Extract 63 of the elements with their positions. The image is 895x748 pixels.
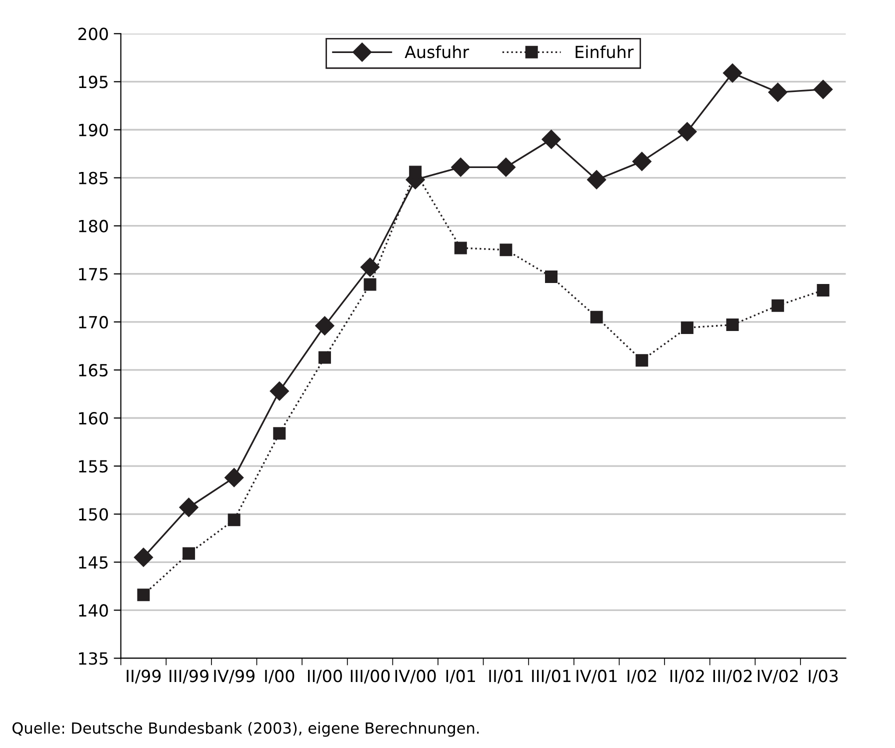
y-tick-label: 135 [79,652,108,665]
point [545,270,558,284]
y-tick-label: 180 [79,220,108,232]
legend-label: Einfuhr [576,45,634,58]
point [678,122,697,142]
point [273,427,286,440]
x-tick-label: IV/00 [395,670,436,684]
point [315,316,334,336]
y-tick-label: 140 [79,604,108,617]
point [500,244,512,256]
x-tick-label: II/99 [126,670,161,684]
x-tick-label: I/03 [808,670,838,684]
point [360,258,380,277]
point [451,158,470,177]
point [496,158,516,177]
source-note: Quelle: Deutsche Bundesbank (2003), eigene Berechnungen. [12,722,479,737]
y-tick-label: 190 [79,124,108,136]
point [680,321,694,334]
x-tick-label: I/01 [446,670,475,684]
point [454,242,467,254]
x-tick-label: IV/02 [758,670,798,684]
y-tick-label: 185 [79,172,108,184]
point [318,351,331,364]
point [364,278,376,291]
x-tick-label: I/02 [628,670,656,684]
point [587,170,606,190]
point [772,299,784,312]
y-tick-label: 195 [79,76,108,88]
point [590,310,603,324]
x-tick-label: III/00 [350,670,390,684]
x-tick-label: III/02 [713,670,752,684]
y-tick-label: 200 [78,28,108,40]
point [179,498,198,517]
point [228,514,240,526]
x-tick-label: II/01 [489,670,523,684]
x-tick-label: IV/99 [214,670,254,684]
legend-label: Ausfuhr [404,45,470,58]
x-tick-label: II/00 [308,670,342,684]
point [270,382,289,401]
x-tick-label: II/02 [670,670,704,684]
point [542,130,561,149]
point [632,152,652,171]
point [182,547,196,560]
point [722,64,742,83]
y-tick-label: 165 [79,364,108,377]
y-tick-label: 170 [79,316,108,328]
point [726,318,739,332]
point [636,354,648,367]
x-tick-label: I/00 [265,670,294,684]
y-tick-label: 145 [79,556,108,569]
y-tick-label: 155 [79,460,108,473]
y-tick-label: 150 [79,508,108,521]
y-tick-label: 175 [79,268,108,280]
x-tick-label: III/01 [532,670,571,684]
point [137,588,150,602]
point [768,82,788,102]
x-tick-label: IV/01 [576,670,617,684]
y-tick-label: 160 [79,412,108,425]
point [816,284,830,296]
x-tick-label: III/99 [170,670,208,684]
point [134,548,154,567]
point [224,468,244,488]
point [814,80,833,99]
